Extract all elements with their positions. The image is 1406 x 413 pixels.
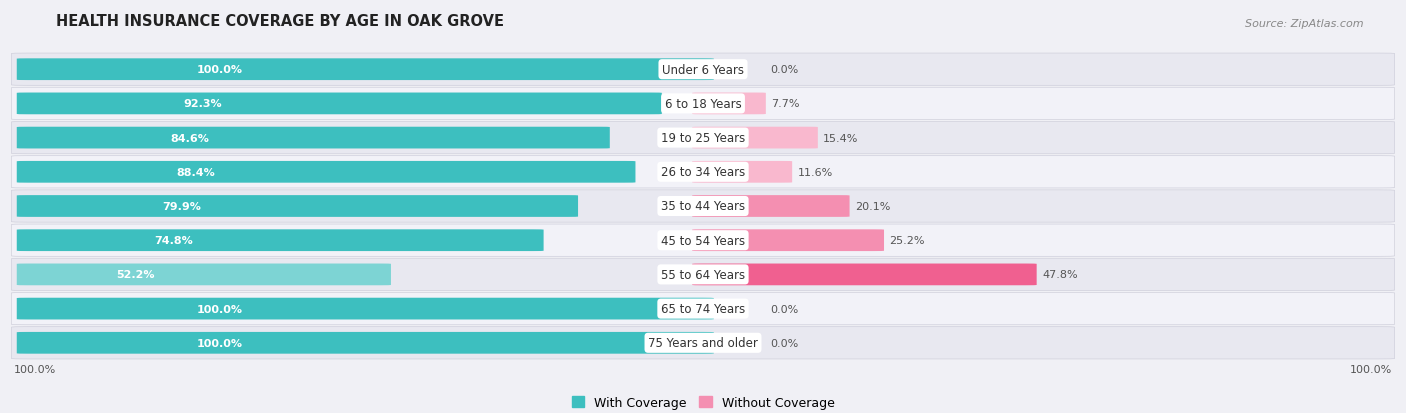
Text: 75 Years and older: 75 Years and older bbox=[648, 337, 758, 349]
Text: 0.0%: 0.0% bbox=[770, 338, 799, 348]
FancyBboxPatch shape bbox=[692, 128, 818, 149]
FancyBboxPatch shape bbox=[11, 327, 1395, 359]
Text: 100.0%: 100.0% bbox=[14, 364, 56, 374]
FancyBboxPatch shape bbox=[17, 196, 578, 217]
FancyBboxPatch shape bbox=[692, 161, 792, 183]
FancyBboxPatch shape bbox=[11, 293, 1395, 325]
Text: HEALTH INSURANCE COVERAGE BY AGE IN OAK GROVE: HEALTH INSURANCE COVERAGE BY AGE IN OAK … bbox=[56, 14, 505, 29]
FancyBboxPatch shape bbox=[17, 264, 391, 285]
FancyBboxPatch shape bbox=[692, 264, 1036, 285]
Text: Source: ZipAtlas.com: Source: ZipAtlas.com bbox=[1246, 19, 1364, 29]
FancyBboxPatch shape bbox=[11, 225, 1395, 257]
FancyBboxPatch shape bbox=[17, 128, 610, 149]
FancyBboxPatch shape bbox=[11, 88, 1395, 120]
Text: 100.0%: 100.0% bbox=[1350, 364, 1392, 374]
FancyBboxPatch shape bbox=[17, 161, 636, 183]
Text: 45 to 54 Years: 45 to 54 Years bbox=[661, 234, 745, 247]
Text: 84.6%: 84.6% bbox=[170, 133, 209, 143]
Text: 19 to 25 Years: 19 to 25 Years bbox=[661, 132, 745, 145]
FancyBboxPatch shape bbox=[11, 54, 1395, 86]
Text: 100.0%: 100.0% bbox=[197, 65, 242, 75]
FancyBboxPatch shape bbox=[17, 332, 714, 354]
Text: 26 to 34 Years: 26 to 34 Years bbox=[661, 166, 745, 179]
Text: 25.2%: 25.2% bbox=[890, 236, 925, 246]
Text: 74.8%: 74.8% bbox=[153, 236, 193, 246]
FancyBboxPatch shape bbox=[692, 93, 766, 115]
Text: 79.9%: 79.9% bbox=[163, 202, 201, 211]
Text: 100.0%: 100.0% bbox=[197, 304, 242, 314]
Text: 47.8%: 47.8% bbox=[1042, 270, 1077, 280]
FancyBboxPatch shape bbox=[11, 122, 1395, 154]
FancyBboxPatch shape bbox=[11, 156, 1395, 188]
Text: 92.3%: 92.3% bbox=[183, 99, 222, 109]
Text: 7.7%: 7.7% bbox=[772, 99, 800, 109]
Text: 15.4%: 15.4% bbox=[824, 133, 859, 143]
Text: 35 to 44 Years: 35 to 44 Years bbox=[661, 200, 745, 213]
FancyBboxPatch shape bbox=[17, 93, 662, 115]
Legend: With Coverage, Without Coverage: With Coverage, Without Coverage bbox=[567, 391, 839, 413]
FancyBboxPatch shape bbox=[11, 190, 1395, 223]
FancyBboxPatch shape bbox=[17, 230, 544, 252]
Text: 88.4%: 88.4% bbox=[177, 167, 215, 177]
FancyBboxPatch shape bbox=[692, 196, 849, 217]
Text: Under 6 Years: Under 6 Years bbox=[662, 64, 744, 76]
FancyBboxPatch shape bbox=[17, 298, 714, 320]
Text: 0.0%: 0.0% bbox=[770, 65, 799, 75]
Text: 52.2%: 52.2% bbox=[115, 270, 155, 280]
FancyBboxPatch shape bbox=[17, 59, 714, 81]
FancyBboxPatch shape bbox=[692, 230, 884, 252]
Text: 6 to 18 Years: 6 to 18 Years bbox=[665, 97, 741, 111]
Text: 0.0%: 0.0% bbox=[770, 304, 799, 314]
Text: 65 to 74 Years: 65 to 74 Years bbox=[661, 302, 745, 316]
Text: 11.6%: 11.6% bbox=[797, 167, 832, 177]
FancyBboxPatch shape bbox=[11, 259, 1395, 291]
Text: 20.1%: 20.1% bbox=[855, 202, 890, 211]
Text: 100.0%: 100.0% bbox=[197, 338, 242, 348]
Text: 55 to 64 Years: 55 to 64 Years bbox=[661, 268, 745, 281]
